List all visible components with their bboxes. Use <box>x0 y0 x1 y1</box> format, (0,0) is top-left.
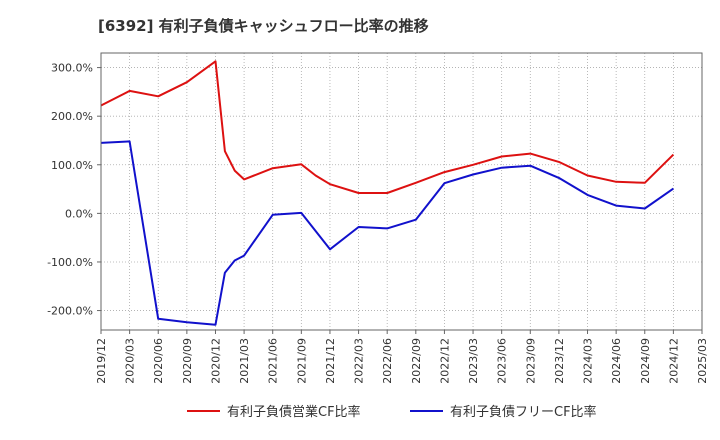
x-tick-label: 2021/06 <box>267 338 280 384</box>
y-tick-label: 300.0% <box>51 62 93 75</box>
x-tick-label: 2020/09 <box>181 338 194 384</box>
x-tick-label: 2022/06 <box>381 338 394 384</box>
y-tick-label: 0.0% <box>65 207 93 220</box>
x-tick-label: 2021/03 <box>238 338 251 384</box>
grid-lines <box>101 53 702 330</box>
x-tick-label: 2020/03 <box>124 338 137 384</box>
y-axis-ticks: 300.0% 200.0% 100.0% 0.0% -100.0% -200.0% <box>47 62 101 318</box>
x-axis-ticks: 2019/12 2020/03 2020/06 2020/09 2020/12 2021/… <box>95 330 709 384</box>
chart-title: [6392] 有利子負債キャッシュフロー比率の推移 <box>98 17 429 35</box>
legend-label-2: 有利子負債フリーCF比率 <box>450 404 597 420</box>
x-tick-label: 2023/06 <box>496 338 509 384</box>
x-tick-label: 2024/06 <box>610 338 623 384</box>
x-tick-label: 2024/09 <box>639 338 652 384</box>
x-tick-label: 2023/03 <box>467 338 480 384</box>
legend: 有利子負債営業CF比率 有利子負債フリーCF比率 <box>187 404 597 420</box>
series-line-2 <box>100 140 674 326</box>
x-tick-label: 2024/03 <box>582 338 595 384</box>
x-tick-label: 2022/09 <box>410 338 423 384</box>
y-tick-label: 100.0% <box>51 159 93 172</box>
x-tick-label: 2020/06 <box>152 338 165 384</box>
y-tick-label: 200.0% <box>51 110 93 123</box>
y-tick-label: -100.0% <box>47 256 93 269</box>
x-tick-label: 2023/12 <box>553 338 566 384</box>
x-tick-label: 2023/09 <box>524 338 537 384</box>
plot-frame <box>100 52 703 331</box>
y-tick-label: -200.0% <box>47 305 93 318</box>
x-tick-label: 2021/12 <box>324 338 337 384</box>
x-tick-label: 2020/12 <box>209 338 222 384</box>
x-tick-label: 2021/09 <box>295 338 308 384</box>
legend-label-1: 有利子負債営業CF比率 <box>227 404 361 420</box>
x-tick-label: 2025/03 <box>696 338 709 384</box>
x-tick-label: 2024/12 <box>667 338 680 384</box>
series-line-1 <box>100 60 675 194</box>
x-tick-label: 2022/03 <box>353 338 366 384</box>
x-tick-label: 2019/12 <box>95 338 108 384</box>
series-lines <box>100 60 675 326</box>
x-tick-label: 2022/12 <box>438 338 451 384</box>
